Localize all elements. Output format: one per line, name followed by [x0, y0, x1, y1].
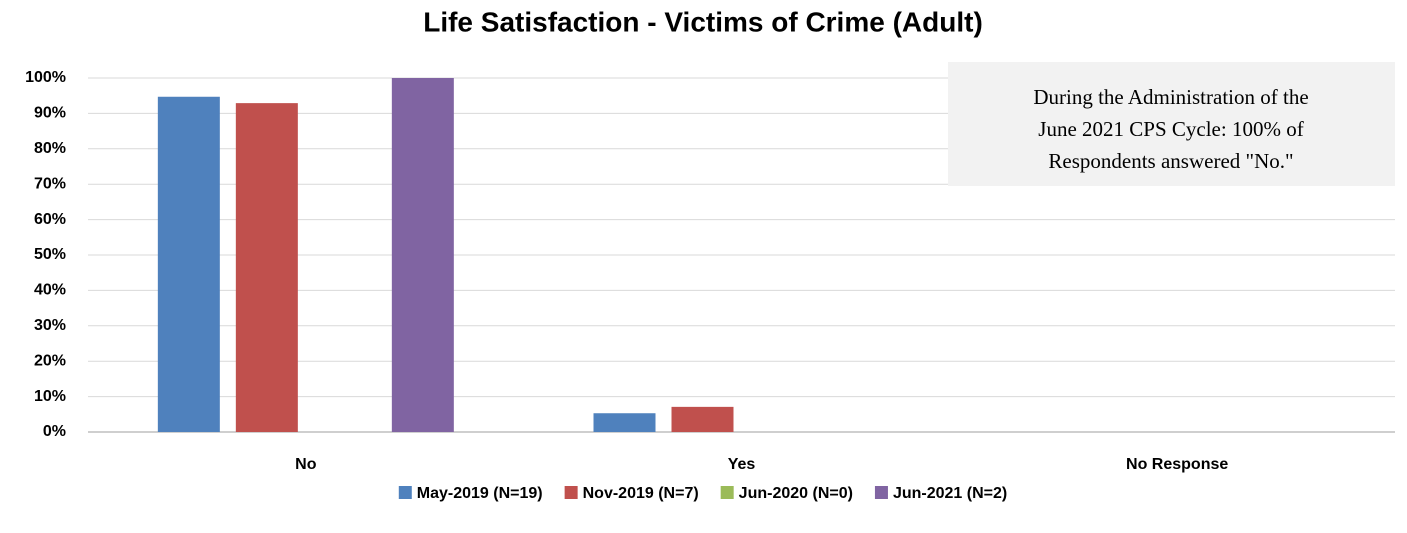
- x-tick-label: No: [295, 456, 317, 473]
- y-tick-label: 100%: [25, 69, 66, 86]
- annotation: Respondents answered "No.": [1048, 149, 1293, 173]
- legend-swatch: [398, 486, 412, 499]
- legend-swatch: [720, 486, 734, 499]
- legend-swatch: [874, 486, 888, 499]
- annotation: June 2021 CPS Cycle: 100% of: [1038, 117, 1303, 141]
- bar: [671, 406, 734, 432]
- chart-title: Life Satisfaction - Victims of Crime (Ad…: [423, 6, 983, 37]
- y-tick-label: 40%: [34, 282, 66, 299]
- legend-label: Nov-2019 (N=7): [583, 485, 699, 502]
- bar: [235, 103, 298, 432]
- y-tick-label: 90%: [34, 105, 66, 122]
- legend-label: Jun-2020 (N=0): [739, 485, 853, 502]
- bar: [391, 78, 454, 432]
- y-tick-label: 80%: [34, 140, 66, 157]
- legend-swatch: [564, 486, 578, 499]
- annotation: During the Administration of the: [1033, 85, 1308, 109]
- bar: [593, 413, 656, 432]
- y-tick-label: 70%: [34, 175, 66, 192]
- annotation-box: [948, 62, 1395, 186]
- bar: [157, 96, 220, 433]
- legend-label: Jun-2021 (N=2): [893, 485, 1007, 502]
- x-tick-label: Yes: [728, 456, 756, 473]
- y-tick-label: 30%: [34, 317, 66, 334]
- y-tick-label: 50%: [34, 246, 66, 263]
- y-tick-label: 10%: [34, 388, 66, 405]
- y-tick-label: 60%: [34, 211, 66, 228]
- y-tick-label: 20%: [34, 352, 66, 369]
- legend-label: May-2019 (N=19): [417, 485, 543, 502]
- y-tick-label: 0%: [43, 423, 66, 440]
- x-tick-label: No Response: [1126, 456, 1228, 473]
